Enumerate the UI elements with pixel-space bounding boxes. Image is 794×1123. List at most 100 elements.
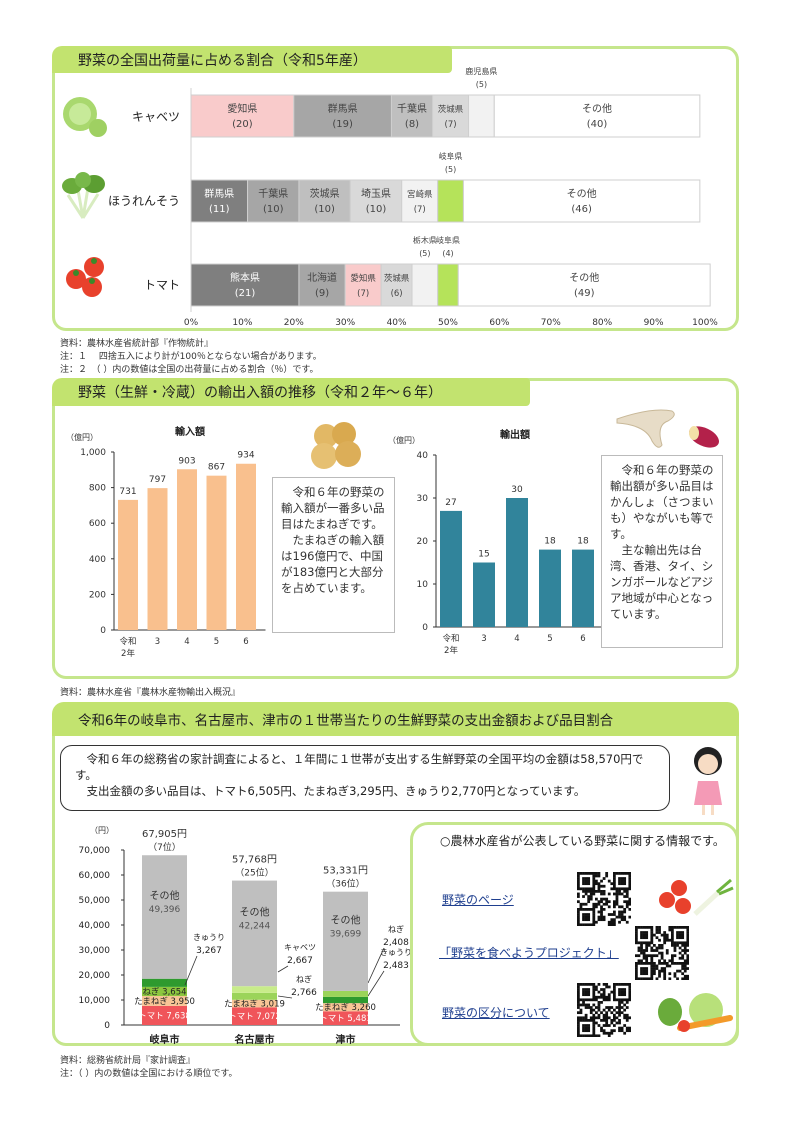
- qr-module: [650, 928, 654, 932]
- qr-module: [635, 928, 638, 932]
- qr-module: [645, 926, 649, 929]
- qr-module: [653, 954, 656, 958]
- qr-module: [642, 931, 646, 934]
- stack-segment: [323, 996, 368, 1004]
- qr-module: [597, 1013, 601, 1017]
- qr-module: [655, 967, 659, 970]
- qr-module: [625, 890, 629, 893]
- qr-code-eat-vegetables-project[interactable]: [635, 926, 689, 980]
- qr-module: [589, 890, 593, 893]
- qr-module: [605, 985, 609, 989]
- qr-module: [589, 872, 593, 875]
- segment-value: 49,396: [149, 905, 181, 915]
- qr-module: [642, 967, 646, 970]
- qr-module: [577, 1019, 580, 1022]
- qr-module: [607, 993, 611, 997]
- qr-module: [686, 977, 689, 980]
- qr-module: [577, 900, 580, 904]
- qr-module: [625, 900, 629, 904]
- callout-line: [277, 965, 289, 973]
- qr-module: [686, 926, 689, 929]
- qr-module: [592, 908, 596, 911]
- segment-label: きゅうり: [193, 933, 225, 942]
- qr-module: [623, 993, 627, 997]
- qr-module: [577, 895, 580, 898]
- qr-module: [592, 882, 596, 886]
- qr-module: [678, 933, 682, 937]
- qr-module: [678, 969, 682, 973]
- qr-module: [653, 949, 656, 952]
- qr-module: [673, 962, 677, 965]
- link-eat-vegetables-project[interactable]: 「野菜を食べようプロジェクト」: [439, 946, 619, 960]
- qr-module: [589, 892, 593, 896]
- note-1: 注：１ 四捨五入により計が100％とならない場合があります。: [60, 352, 322, 362]
- qr-module: [628, 1016, 631, 1020]
- qr-module: [676, 944, 679, 947]
- qr-module: [676, 969, 679, 973]
- qr-module: [618, 1029, 621, 1033]
- qr-module: [686, 931, 689, 934]
- qr-module: [620, 877, 624, 880]
- qr-module: [671, 926, 674, 929]
- qr-module: [600, 892, 603, 896]
- qr-module: [671, 941, 674, 945]
- y-tick-label: 0: [100, 626, 106, 636]
- qr-module: [673, 944, 677, 947]
- qr-module: [673, 946, 677, 950]
- qr-module: [681, 941, 685, 945]
- qr-module: [605, 902, 609, 906]
- segment-label: たまねぎ 3,260: [315, 1002, 376, 1013]
- qr-module: [645, 936, 649, 940]
- qr-module: [597, 1003, 601, 1007]
- qr-module: [597, 1001, 601, 1004]
- qr-module: [613, 920, 616, 924]
- qr-module: [602, 990, 606, 994]
- x-tick-label: 令和: [119, 636, 136, 647]
- qr-module: [635, 967, 638, 970]
- qr-module: [584, 902, 588, 906]
- qr-module: [587, 913, 591, 916]
- qr-module: [642, 969, 646, 973]
- segment-label: その他: [567, 187, 597, 200]
- qr-code-vegetable-page[interactable]: [577, 872, 631, 926]
- qr-code-vegetable-classification[interactable]: [577, 983, 631, 1037]
- bar-segment: [462, 179, 701, 223]
- qr-module: [587, 1026, 591, 1030]
- qr-module: [597, 910, 601, 914]
- qr-module: [640, 962, 643, 965]
- qr-module: [597, 884, 601, 888]
- qr-module: [635, 954, 638, 958]
- qr-module: [582, 983, 585, 986]
- qr-module: [650, 941, 654, 945]
- qr-module: [607, 985, 611, 989]
- qr-module: [615, 902, 619, 906]
- qr-module: [623, 1013, 627, 1017]
- qr-module: [595, 874, 598, 878]
- qr-module: [678, 936, 682, 940]
- qr-module: [615, 897, 619, 901]
- link-vegetable-page[interactable]: 野菜のページ: [442, 893, 514, 907]
- segment-label: きゅうり: [380, 948, 412, 957]
- qr-module: [587, 1034, 591, 1037]
- qr-module: [579, 1011, 583, 1015]
- qr-module: [582, 1026, 585, 1030]
- qr-module: [671, 959, 674, 963]
- link-vegetable-classification[interactable]: 野菜の区分について: [442, 1006, 550, 1020]
- qr-module: [653, 972, 656, 976]
- qr-module: [623, 1008, 627, 1012]
- qr-module: [650, 964, 654, 968]
- qr-module: [628, 985, 631, 989]
- qr-module: [587, 1029, 591, 1033]
- qr-module: [663, 941, 667, 945]
- qr-module: [683, 964, 687, 968]
- qr-module: [587, 877, 591, 880]
- qr-module: [610, 882, 614, 886]
- note-2: 注：２ （ ）内の数値は全国の出荷量に占める割合（％）です。: [60, 365, 319, 375]
- callout-line: [367, 947, 385, 984]
- segment-value: (20): [232, 119, 253, 130]
- qr-module: [620, 882, 624, 886]
- qr-module: [645, 949, 649, 952]
- qr-module: [589, 1008, 593, 1012]
- qr-module: [681, 931, 685, 934]
- segment-label: その他: [331, 913, 361, 926]
